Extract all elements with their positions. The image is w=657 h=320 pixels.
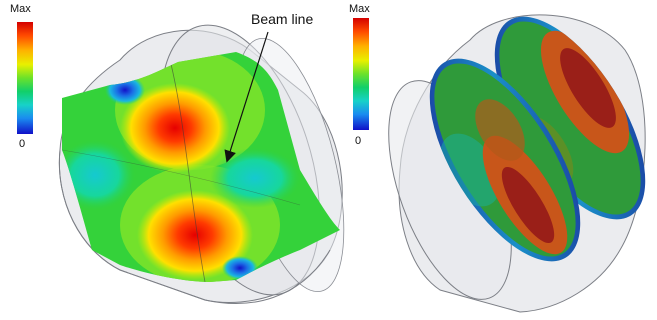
right-field-disk-back — [494, 16, 646, 220]
left-colorbar-max-label: Max — [10, 3, 31, 15]
beam-line-annotation: Beam line — [224, 11, 313, 163]
right-colorbar: Max 0 — [349, 3, 370, 147]
right-colorbar-max-label: Max — [349, 3, 370, 15]
right-colorbar-gradient — [353, 18, 369, 130]
left-figure: Max 0 Beam line — [10, 3, 345, 304]
left-colorbar-min-label: 0 — [19, 138, 25, 150]
beam-line-arrow — [224, 31, 269, 163]
right-field-disk-front — [429, 58, 581, 262]
beam-line-label: Beam line — [251, 11, 313, 27]
left-colorbar-gradient — [17, 22, 33, 134]
left-colorbar: Max 0 — [10, 3, 33, 150]
right-colorbar-min-label: 0 — [355, 135, 361, 147]
right-figure: Max 0 — [349, 3, 646, 313]
